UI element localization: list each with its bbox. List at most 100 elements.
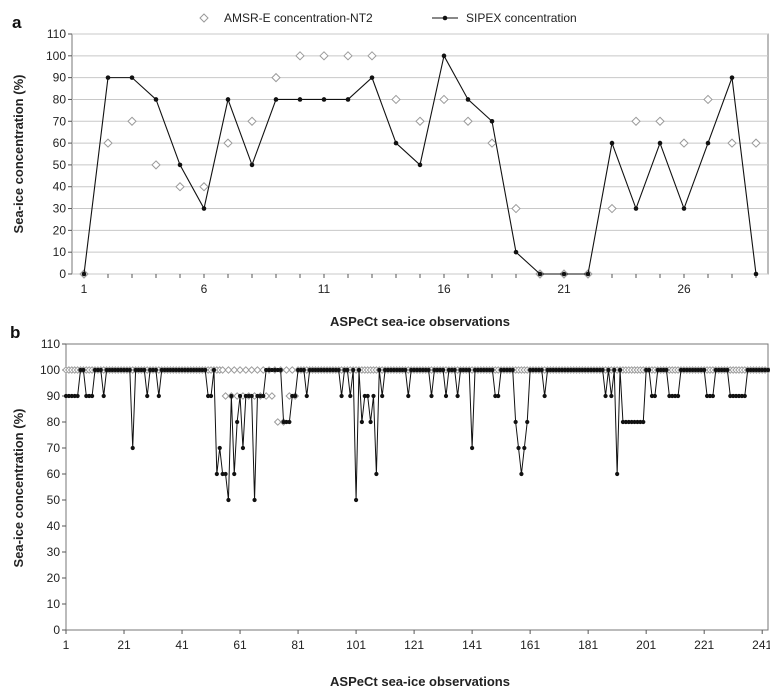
panel-b-sipex-point bbox=[406, 393, 411, 399]
panel-b-sipex-point bbox=[400, 367, 405, 373]
panel-b-sipex-point bbox=[675, 393, 681, 399]
panel-b-sipex-point bbox=[319, 367, 324, 373]
panel-b-sipex-point bbox=[380, 393, 385, 399]
panel-b-sipex-point bbox=[687, 367, 692, 373]
panel-b-sipex-point bbox=[261, 393, 266, 399]
panel-a-y-ticks: 0 10 20 30 40 50 60 70 80 90 100 110 bbox=[46, 27, 72, 281]
panel-a-y-tick-label: 60 bbox=[53, 136, 67, 150]
panel-b-x-tick-label: 101 bbox=[346, 638, 366, 652]
panel-b-sipex-point bbox=[397, 367, 402, 373]
panel-a-amsr-point bbox=[343, 51, 353, 61]
panel-b-sipex-point bbox=[255, 393, 260, 399]
panel-a-amsr-point bbox=[223, 138, 233, 148]
panel-b-sipex-point bbox=[646, 367, 652, 373]
panel-b-sipex-series bbox=[63, 367, 770, 503]
panel-b-amsr-point bbox=[253, 366, 262, 374]
panel-b-sipex-point bbox=[287, 419, 292, 425]
panel-a-amsr-point bbox=[607, 203, 617, 214]
panel-b-sipex-point bbox=[574, 367, 579, 373]
panel-b-sipex-point bbox=[441, 367, 446, 373]
panel-b-sipex-point bbox=[629, 419, 634, 425]
panel-b-sipex-point bbox=[220, 471, 225, 477]
panel-a-sipex-point bbox=[729, 75, 735, 80]
panel-b-sipex-point bbox=[194, 367, 199, 373]
panel-a-sipex-point bbox=[153, 97, 159, 102]
panel-a-x-ticks: 1 6 11 16 21 26 bbox=[81, 274, 757, 296]
panel-b-y-tick-label: 0 bbox=[53, 623, 60, 637]
panel-b-sipex-point bbox=[409, 367, 414, 373]
panel-a-x-tick-label: 16 bbox=[437, 282, 451, 296]
panel-b-sipex-point bbox=[336, 367, 341, 373]
panel-b-sipex-point bbox=[472, 367, 478, 373]
panel-a-y-tick-label: 80 bbox=[53, 92, 67, 106]
panel-b-sipex-point bbox=[235, 419, 240, 425]
panel-b-sipex-point bbox=[330, 367, 335, 373]
panel-b-sipex-point bbox=[667, 393, 672, 399]
panel-b-sipex-point bbox=[702, 367, 707, 373]
panel-a-amsr-point bbox=[703, 94, 713, 105]
panel-b-sipex-point bbox=[658, 367, 663, 373]
panel-b-sipex-point bbox=[84, 393, 89, 399]
panel-a-sipex-point bbox=[321, 97, 327, 102]
panel-b-sipex-point bbox=[565, 367, 570, 373]
panel-a-amsr-point bbox=[679, 138, 689, 148]
panel-b-sipex-point bbox=[533, 367, 539, 373]
panel-a-amsr-point bbox=[175, 182, 185, 192]
panel-b-sipex-point bbox=[728, 393, 733, 399]
panel-b-sipex-point bbox=[252, 497, 257, 503]
panel-b-amsr-point bbox=[236, 366, 244, 374]
panel-a-amsr-point bbox=[439, 94, 449, 105]
panel-b-sipex-point bbox=[484, 367, 489, 373]
panel-a-y-tick-label: 40 bbox=[53, 180, 67, 194]
panel-a-sipex-point bbox=[273, 97, 279, 102]
panel-b-sipex-point bbox=[487, 367, 492, 373]
panel-b-sipex-point bbox=[559, 367, 565, 373]
panel-b-sipex-point bbox=[145, 393, 150, 399]
panel-b-sipex-point bbox=[597, 367, 602, 373]
panel-b-sipex-point bbox=[313, 367, 318, 373]
panel-b-sipex-point bbox=[206, 393, 211, 399]
panel-b-sipex-point bbox=[745, 367, 750, 373]
panel-a-sipex-point bbox=[81, 271, 87, 277]
panel-b-sipex-point bbox=[513, 419, 518, 425]
panel-a-x-tick-label: 21 bbox=[557, 282, 571, 296]
panel-b-sipex-point bbox=[63, 393, 69, 399]
panel-b-sipex-point bbox=[394, 367, 399, 373]
panel-b-sipex-point bbox=[153, 367, 159, 373]
panel-b-sipex-point bbox=[504, 367, 510, 373]
panel-b-sipex-point bbox=[446, 367, 452, 373]
panel-b-sipex-point bbox=[435, 367, 440, 373]
panel-b-plot-area bbox=[65, 343, 769, 631]
panel-b-x-tick-label: 201 bbox=[636, 638, 656, 652]
panel-b-sipex-point bbox=[371, 393, 376, 399]
panel-b-sipex-point bbox=[554, 367, 559, 373]
panel-b-y-tick-label: 110 bbox=[41, 337, 60, 351]
panel-a-amsr-point bbox=[127, 116, 137, 126]
panel-a-y-tick-label: 0 bbox=[59, 267, 66, 281]
panel-a-amsr-point bbox=[631, 116, 641, 126]
panel-b-sipex-point bbox=[90, 393, 95, 399]
panel-b-sipex-point bbox=[133, 367, 138, 373]
panel-b-sipex-point bbox=[298, 367, 304, 373]
panel-b-sipex-point bbox=[95, 367, 101, 373]
panel-b-sipex-point bbox=[458, 367, 463, 373]
panel-b-y-tick-label: 70 bbox=[47, 441, 61, 455]
panel-a-amsr-point bbox=[415, 116, 425, 126]
panel-a-y-tick-label: 70 bbox=[53, 114, 67, 128]
panel-b-sipex-point bbox=[551, 367, 556, 373]
panel-a-sipex-point bbox=[753, 271, 759, 277]
panel-b-sipex-point bbox=[87, 393, 92, 399]
panel-b-sipex-point bbox=[81, 367, 86, 373]
panel-a-y-tick-label: 50 bbox=[53, 158, 67, 172]
panel-b-y-tick-label: 30 bbox=[47, 545, 61, 559]
panel-b-sipex-point bbox=[214, 471, 219, 477]
panel-b-sipex-point bbox=[362, 393, 367, 399]
panel-a-sipex-point bbox=[369, 75, 375, 80]
panel-b-sipex-point bbox=[417, 367, 423, 373]
panel-b-sipex-point bbox=[580, 367, 585, 373]
panel-b-sipex-point bbox=[150, 367, 156, 373]
panel-b-sipex-point bbox=[121, 367, 127, 373]
panel-b-sipex-point bbox=[327, 367, 333, 373]
panel-a-sipex-point bbox=[633, 206, 639, 211]
panel-a-x-axis-title: ASPeCt sea-ice observations bbox=[330, 314, 510, 329]
